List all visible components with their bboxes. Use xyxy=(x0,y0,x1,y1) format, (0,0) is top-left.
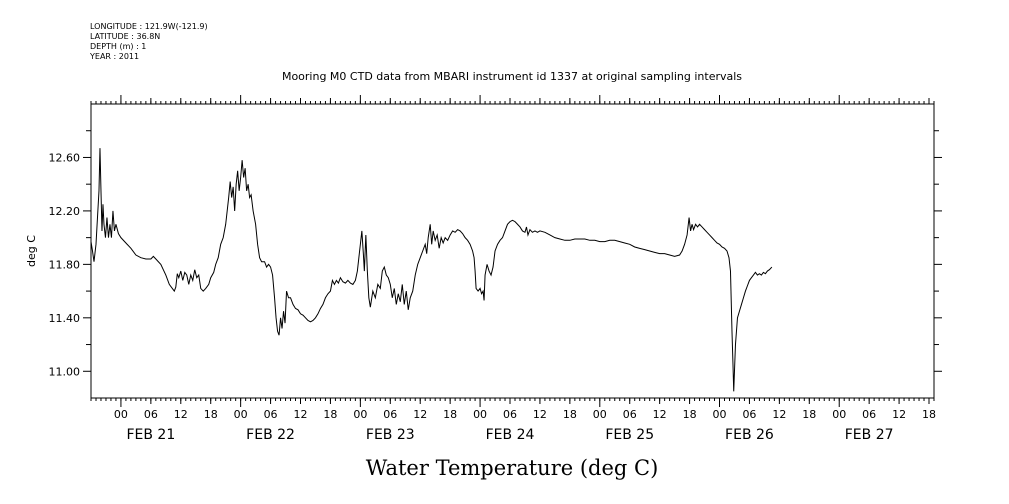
minor-ticks xyxy=(90,101,935,401)
x-tick-label: 00 xyxy=(473,408,487,421)
x-tick-label: 18 xyxy=(323,408,337,421)
x-tick-label: 12 xyxy=(174,408,188,421)
x-tick-label: 12 xyxy=(772,408,786,421)
x-tick-label: 18 xyxy=(683,408,697,421)
x-tick-label: 00 xyxy=(353,408,367,421)
x-tick-label: 12 xyxy=(533,408,547,421)
x-tick-label: 18 xyxy=(922,408,936,421)
y-axis: 11.00 11.40 11.80 12.20 12.60 xyxy=(49,130,942,378)
x-tick-label: 00 xyxy=(593,408,607,421)
x-tick-label: 06 xyxy=(144,408,158,421)
x-axis: 00 06 12 18 00 06 12 18 00 06 12 18 00 06 12 18 00 06 12 18… xyxy=(114,95,936,421)
y-tick-label: 11.80 xyxy=(49,258,81,271)
x-tick-label: 18 xyxy=(204,408,218,421)
y-tick-label: 11.40 xyxy=(49,312,81,325)
x-tick-label: 00 xyxy=(713,408,727,421)
x-tick-label: 12 xyxy=(892,408,906,421)
x-tick-label: 18 xyxy=(802,408,816,421)
x-tick-label: 18 xyxy=(563,408,577,421)
day-label: FEB 23 xyxy=(366,427,415,443)
x-tick-label: 06 xyxy=(742,408,756,421)
x-tick-label: 12 xyxy=(413,408,427,421)
x-axis-label: Water Temperature (deg C) xyxy=(366,456,659,480)
x-tick-label: 18 xyxy=(443,408,457,421)
x-tick-label: 06 xyxy=(383,408,397,421)
plot-frame xyxy=(90,103,935,399)
longitude-label: LONGITUDE : 121.9W(-121.9) xyxy=(90,22,208,31)
chart-title: Mooring M0 CTD data from MBARI instrumen… xyxy=(282,70,742,83)
day-label: FEB 21 xyxy=(126,427,175,443)
day-labels: FEB 21 FEB 22 FEB 23 FEB 24 FEB 25 FEB 26 FEB … xyxy=(126,427,893,443)
x-tick-label: 00 xyxy=(234,408,248,421)
x-tick-label: 06 xyxy=(264,408,278,421)
x-tick-label: 06 xyxy=(503,408,517,421)
y-tick-label: 11.00 xyxy=(49,365,81,378)
depth-label: DEPTH (m) : 1 xyxy=(90,42,147,51)
x-tick-label: 12 xyxy=(294,408,308,421)
day-label: FEB 26 xyxy=(725,427,774,443)
day-label: FEB 27 xyxy=(845,427,894,443)
latitude-label: LATITUDE : 36.8N xyxy=(90,32,161,41)
day-label: FEB 22 xyxy=(246,427,295,443)
x-tick-label: 06 xyxy=(862,408,876,421)
year-label: YEAR : 2011 xyxy=(90,52,140,61)
y-axis-label: deg C xyxy=(25,235,38,267)
x-tick-label: 00 xyxy=(114,408,128,421)
x-tick-label: 06 xyxy=(623,408,637,421)
metadata-block: LONGITUDE : 121.9W(-121.9) LATITUDE : 36… xyxy=(90,22,208,62)
temperature-series-line xyxy=(90,148,773,392)
y-tick-label: 12.20 xyxy=(49,205,81,218)
x-tick-label: 12 xyxy=(653,408,667,421)
day-label: FEB 25 xyxy=(605,427,654,443)
day-label: FEB 24 xyxy=(486,427,535,443)
x-tick-label: 00 xyxy=(832,408,846,421)
y-tick-label: 12.60 xyxy=(49,151,81,164)
